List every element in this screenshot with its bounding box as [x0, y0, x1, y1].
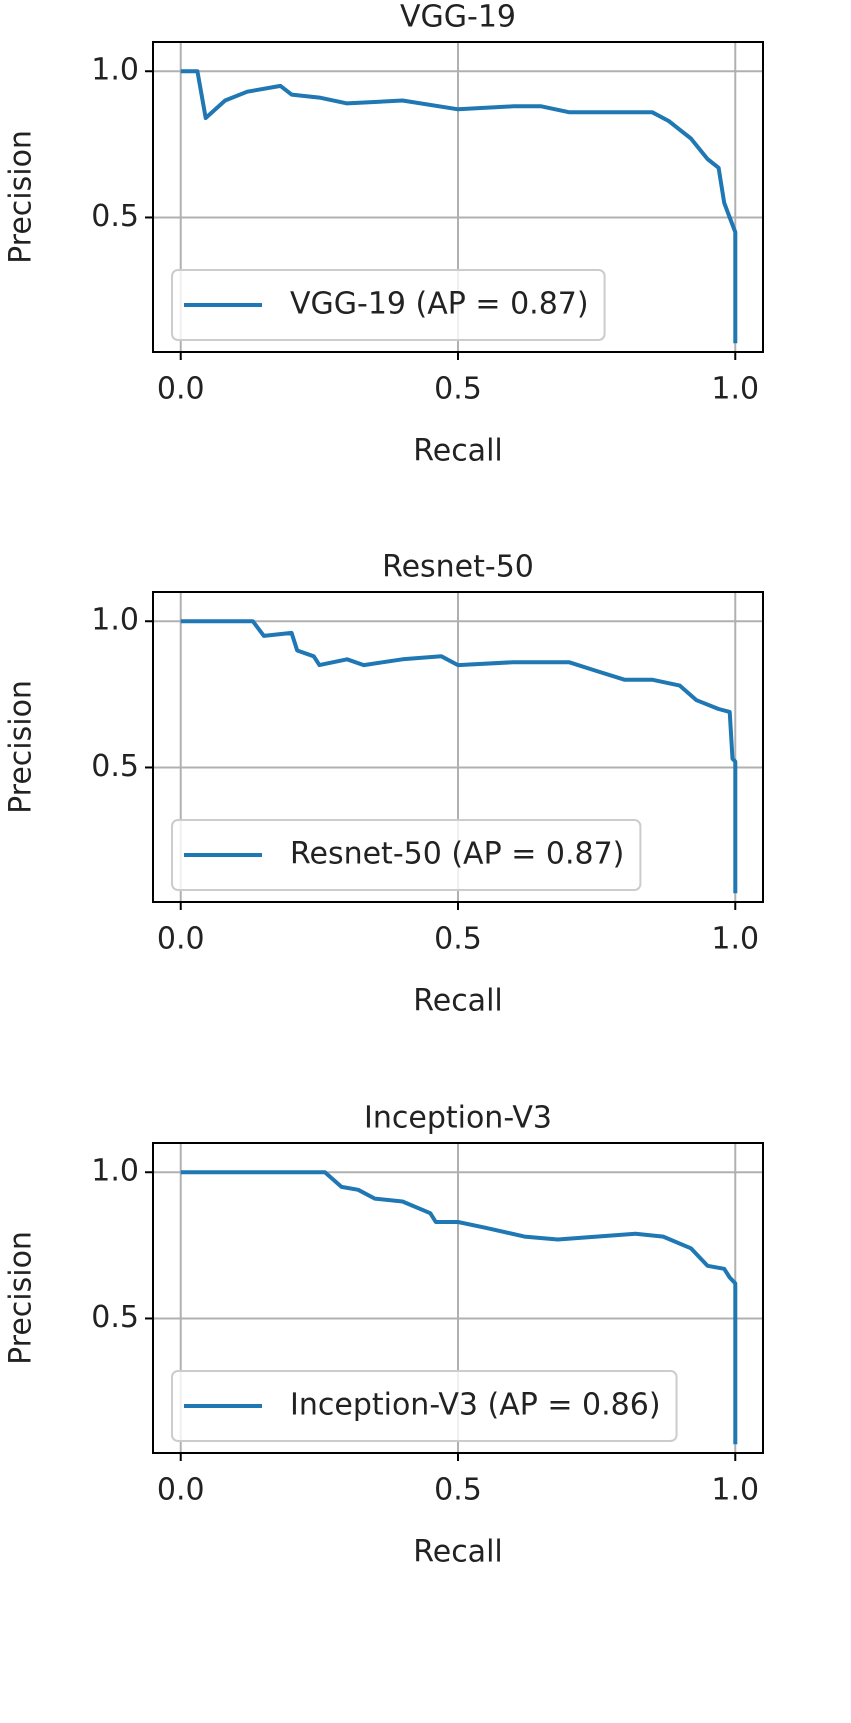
pr-curve: [180, 69, 738, 344]
pr-curve: [180, 1170, 738, 1445]
legend-label: VGG-19 (AP = 0.87): [290, 287, 589, 322]
chart-title: Inception-V3: [364, 1101, 552, 1136]
y-tick-label: 0.5: [91, 749, 139, 784]
legend: Inception-V3 (AP = 0.86): [171, 1370, 678, 1442]
y-tick-label: 1.0: [91, 1154, 139, 1189]
legend-label: Resnet-50 (AP = 0.87): [290, 837, 624, 872]
x-axis-label: Recall: [413, 984, 503, 1019]
pr-curve: [180, 619, 738, 894]
x-tick-label: 0.5: [434, 922, 482, 957]
axes-frame: [152, 41, 764, 353]
x-tick-label: 1.0: [711, 1473, 759, 1508]
x-axis-label: Recall: [413, 1535, 503, 1570]
y-axis-label: Precision: [4, 130, 39, 264]
legend-box: [171, 1370, 678, 1442]
x-tick-label: 1.0: [711, 372, 759, 407]
legend-box: [171, 269, 606, 341]
axes-frame: [152, 1142, 764, 1454]
y-tick-label: 0.5: [91, 1300, 139, 1335]
x-axis-label: Recall: [413, 434, 503, 469]
y-axis-label: Precision: [4, 680, 39, 814]
legend-box: [171, 819, 642, 891]
y-tick-label: 0.5: [91, 199, 139, 234]
x-tick-label: 1.0: [711, 922, 759, 957]
x-tick-label: 0.5: [434, 1473, 482, 1508]
x-tick-label: 0.5: [434, 372, 482, 407]
legend: Resnet-50 (AP = 0.87): [171, 819, 642, 891]
legend: VGG-19 (AP = 0.87): [171, 269, 606, 341]
y-tick-label: 1.0: [91, 603, 139, 638]
y-tick-label: 1.0: [91, 53, 139, 88]
x-tick-label: 0.0: [157, 1473, 205, 1508]
axes-frame: [152, 591, 764, 903]
chart-title: Resnet-50: [382, 550, 534, 585]
legend-label: Inception-V3 (AP = 0.86): [290, 1388, 661, 1423]
x-tick-label: 0.0: [157, 922, 205, 957]
chart-title: VGG-19: [400, 0, 516, 35]
x-tick-label: 0.0: [157, 372, 205, 407]
y-axis-label: Precision: [4, 1231, 39, 1365]
